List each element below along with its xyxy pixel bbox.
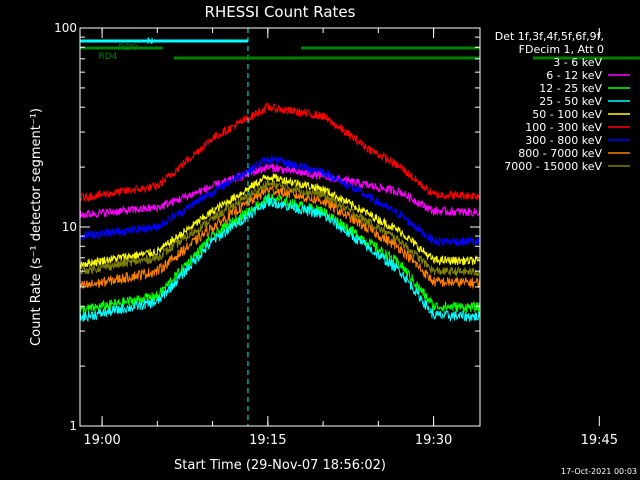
series-line-1 [79, 163, 481, 219]
series-line-5 [79, 102, 481, 203]
x-tick-label: 19:15 [249, 433, 286, 448]
legend-label-7: 800 - 7000 keV [518, 147, 602, 160]
y-tick-label: 100 [54, 21, 77, 35]
state-bar-label-n: N [147, 37, 154, 47]
series-line-8 [79, 179, 481, 278]
state-bar-label-rd4: RD4 [99, 52, 118, 62]
y-tick-label: 1 [69, 419, 77, 433]
x-tick-label: 19:45 [581, 433, 618, 448]
legend-label-8: 7000 - 15000 keV [504, 160, 602, 173]
series-line-3 [79, 194, 481, 323]
legend-label-0: 3 - 6 keV [553, 56, 602, 69]
series-line-4 [79, 173, 480, 270]
legend: Det 1f,3f,4f,5f,6f,9f,FDecim 1, Att 03 -… [495, 30, 630, 173]
legend-label-5: 100 - 300 keV [525, 121, 602, 134]
chart-title: RHESSI Count Rates [205, 3, 356, 21]
y-axis-title: Count Rate (s⁻¹ detector segment⁻¹) [29, 108, 44, 346]
legend-label-3: 25 - 50 keV [539, 95, 602, 108]
x-tick-label: 19:30 [415, 433, 452, 448]
footer-timestamp: 17-Oct-2021 00:03 [561, 467, 637, 476]
legend-header-line: FDecim 1, Att 0 [519, 43, 604, 56]
y-axis-ticks: 1 10 100 [54, 21, 480, 433]
legend-label-4: 50 - 100 keV [532, 108, 602, 121]
state-bar-label-rd0: RD0 [119, 43, 138, 53]
series-line-2 [79, 193, 481, 315]
legend-header-line: Det 1f,3f,4f,5f,6f,9f, [495, 30, 604, 43]
series-layer [79, 102, 481, 361]
y-tick-label: 10 [62, 220, 77, 234]
x-axis-title: Start Time (29-Nov-07 18:56:02) [174, 458, 386, 473]
legend-label-6: 300 - 800 keV [525, 134, 602, 147]
series-line-7 [79, 184, 481, 290]
legend-label-2: 12 - 25 keV [539, 82, 602, 95]
series-line-6 [79, 154, 481, 247]
series-line-0 [79, 194, 481, 361]
legend-label-1: 6 - 12 keV [546, 69, 602, 82]
x-tick-label: 19:00 [83, 433, 120, 448]
